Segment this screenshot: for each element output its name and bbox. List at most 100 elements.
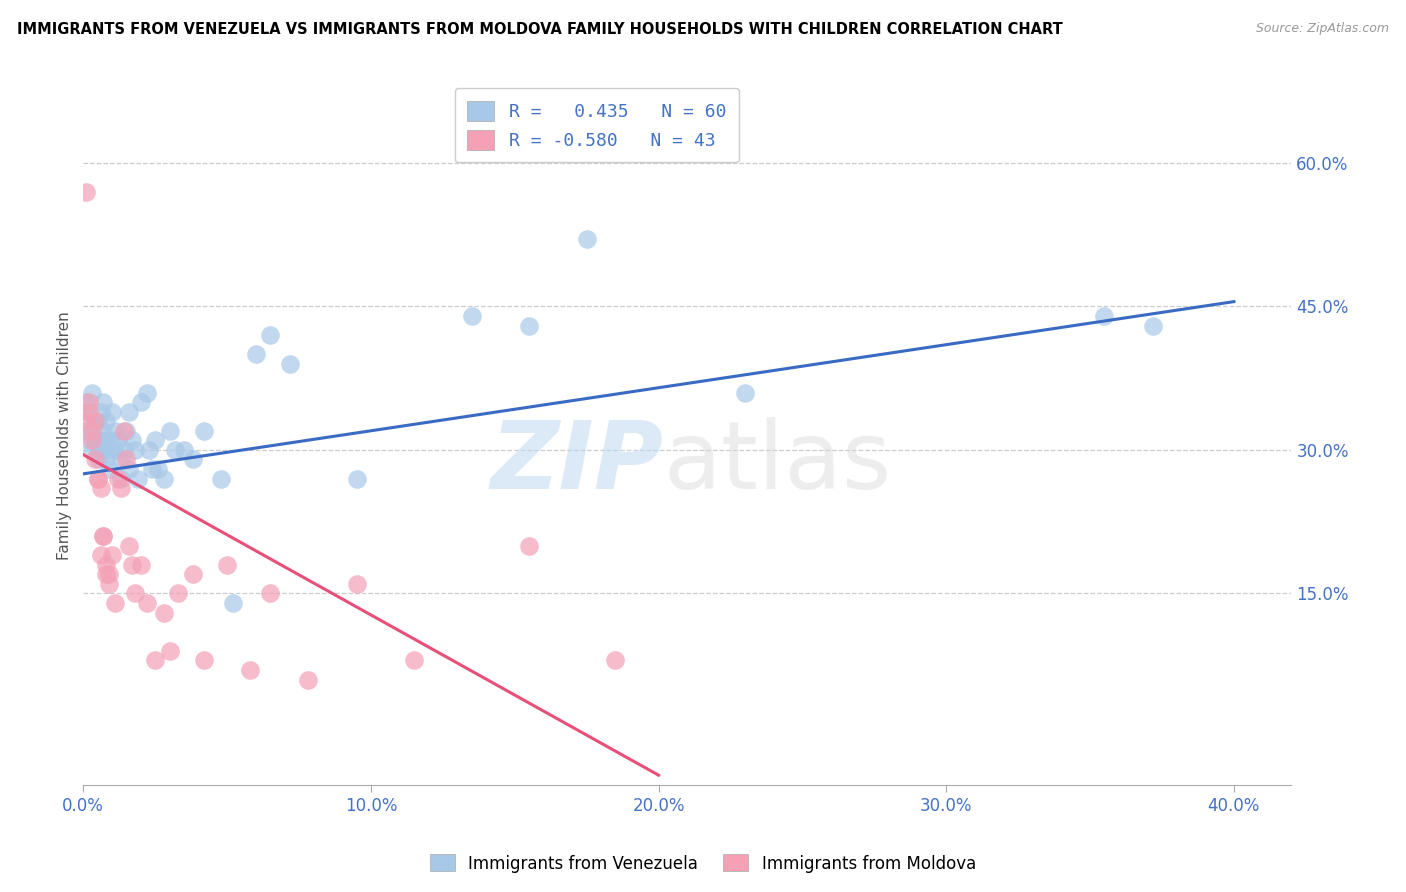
Point [118, 539, 141, 553]
Point [222, 596, 245, 610]
Point [93, 442, 115, 457]
Point [297, 673, 319, 687]
Point [86, 452, 108, 467]
Point [80, 442, 103, 457]
Point [135, 385, 157, 400]
Point [167, 586, 190, 600]
Point [101, 548, 124, 562]
Point [121, 434, 143, 448]
Point [181, 452, 204, 467]
Point [460, 309, 482, 323]
Point [193, 653, 215, 667]
Point [96, 414, 118, 428]
Point [135, 596, 157, 610]
Point [146, 462, 169, 476]
Point [75, 185, 97, 199]
Point [90, 481, 112, 495]
Point [110, 481, 132, 495]
Point [86, 442, 108, 457]
Point [98, 462, 121, 476]
Point [75, 414, 97, 428]
Point [115, 424, 138, 438]
Point [77, 395, 100, 409]
Point [80, 434, 103, 448]
Legend: R =   0.435   N = 60, R = -0.580   N = 43: R = 0.435 N = 60, R = -0.580 N = 43 [454, 88, 740, 162]
Text: Source: ZipAtlas.com: Source: ZipAtlas.com [1256, 22, 1389, 36]
Point [80, 424, 103, 438]
Point [153, 472, 176, 486]
Point [86, 472, 108, 486]
Point [159, 424, 181, 438]
Point [80, 385, 103, 400]
Point [181, 567, 204, 582]
Point [1094, 309, 1116, 323]
Point [96, 452, 118, 467]
Point [115, 452, 138, 467]
Point [96, 434, 118, 448]
Point [517, 318, 540, 333]
Point [80, 424, 103, 438]
Point [159, 644, 181, 658]
Point [734, 385, 756, 400]
Point [104, 596, 127, 610]
Point [110, 452, 132, 467]
Point [124, 442, 146, 457]
Point [104, 424, 127, 438]
Point [173, 442, 195, 457]
Point [112, 424, 135, 438]
Point [90, 548, 112, 562]
Point [107, 434, 129, 448]
Point [575, 232, 598, 246]
Point [129, 558, 152, 572]
Point [96, 558, 118, 572]
Point [96, 567, 118, 582]
Point [259, 328, 281, 343]
Point [209, 472, 232, 486]
Point [75, 395, 97, 409]
Point [280, 357, 302, 371]
Text: ZIP: ZIP [491, 417, 664, 509]
Point [404, 653, 426, 667]
Point [141, 462, 163, 476]
Point [110, 472, 132, 486]
Point [83, 452, 105, 467]
Point [143, 653, 166, 667]
Point [138, 442, 160, 457]
Point [259, 586, 281, 600]
Point [101, 434, 124, 448]
Point [83, 414, 105, 428]
Point [83, 434, 105, 448]
Point [77, 404, 100, 418]
Point [165, 442, 187, 457]
Point [129, 395, 152, 409]
Point [605, 653, 627, 667]
Point [98, 577, 121, 591]
Point [239, 663, 262, 677]
Point [153, 606, 176, 620]
Point [93, 424, 115, 438]
Point [98, 442, 121, 457]
Point [93, 529, 115, 543]
Point [101, 404, 124, 418]
Point [75, 424, 97, 438]
Point [107, 472, 129, 486]
Point [86, 472, 108, 486]
Point [77, 404, 100, 418]
Point [90, 404, 112, 418]
Legend: Immigrants from Venezuela, Immigrants from Moldova: Immigrants from Venezuela, Immigrants fr… [423, 847, 983, 880]
Point [118, 404, 141, 418]
Point [124, 586, 146, 600]
Point [121, 558, 143, 572]
Point [118, 462, 141, 476]
Point [98, 567, 121, 582]
Text: atlas: atlas [664, 417, 891, 509]
Point [93, 395, 115, 409]
Point [86, 414, 108, 428]
Point [346, 472, 368, 486]
Point [93, 529, 115, 543]
Point [83, 414, 105, 428]
Point [143, 434, 166, 448]
Point [193, 424, 215, 438]
Point [104, 442, 127, 457]
Y-axis label: Family Households with Children: Family Households with Children [58, 311, 72, 560]
